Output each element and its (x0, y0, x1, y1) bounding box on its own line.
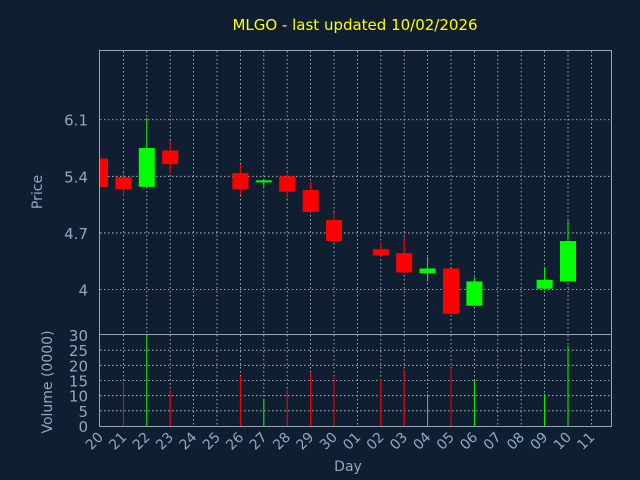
x-tick-label: 10 (551, 430, 575, 454)
candle (162, 140, 179, 173)
price-panel: 4 4.7 5.4 6.1 Price (30, 50, 612, 335)
candle-body (443, 268, 459, 314)
price-y-tick-label: 4 (78, 282, 88, 300)
candle-body (466, 281, 483, 306)
x-tick-label: 02 (364, 430, 388, 454)
volume-axis-label: Volume (0000) (40, 330, 56, 433)
candle (443, 268, 459, 314)
x-tick-label: 07 (481, 430, 505, 454)
candle (232, 164, 249, 195)
candle-body (115, 177, 132, 190)
x-tick-label: 21 (106, 430, 130, 454)
x-tick-label: 24 (177, 429, 201, 453)
candle-body (536, 279, 553, 289)
volume-y-tick-label: 20 (69, 357, 88, 375)
candle-body (255, 180, 272, 183)
candle-body (232, 173, 249, 190)
volume-y-tick-label: 0 (78, 418, 88, 436)
candle (255, 178, 272, 187)
candle (100, 158, 108, 187)
candle (372, 242, 389, 256)
candle-body (372, 249, 389, 256)
price-y-tick-label: 5.4 (64, 168, 88, 186)
price-y-ticks: 4 4.7 5.4 6.1 (64, 112, 88, 300)
x-tick-label: 22 (130, 430, 154, 454)
x-tick-label: 23 (153, 430, 177, 454)
candle (115, 172, 132, 197)
x-tick-label: 04 (411, 429, 435, 453)
x-tick-label: 28 (270, 430, 294, 454)
candle-body (326, 219, 342, 242)
price-grid (100, 51, 611, 334)
candle-body (560, 241, 576, 282)
candle-body (100, 158, 108, 187)
x-tick-label: 03 (387, 430, 411, 454)
x-tick-label: 26 (223, 429, 247, 453)
candle (560, 220, 576, 282)
volume-y-tick-label: 10 (69, 388, 88, 406)
candle (138, 118, 155, 187)
volume-y-tick-label: 25 (69, 342, 88, 360)
price-y-tick-label: 6.1 (64, 112, 88, 130)
day-x-ticks: 20 21 22 23 24 25 26 27 28 29 30 01 02 03 04 05 06 07 08 09… (83, 429, 598, 453)
candle-body (302, 190, 319, 212)
x-tick-label: 30 (317, 430, 341, 454)
volume-y-tick-label: 5 (78, 403, 88, 421)
candle (302, 181, 319, 213)
volume-panel-frame (99, 334, 612, 427)
candle-body (138, 148, 155, 187)
x-tick-label: 08 (504, 430, 528, 454)
price-y-tick-label: 4.7 (64, 225, 88, 243)
candle (536, 266, 553, 289)
candlesticks (100, 118, 576, 314)
x-tick-label: 09 (528, 430, 552, 454)
x-tick-label: 11 (574, 430, 598, 454)
candle-body (396, 253, 413, 273)
candle-body (279, 176, 296, 192)
x-tick-label: 06 (457, 429, 481, 453)
volume-grid (100, 335, 611, 426)
candle (396, 236, 413, 274)
price-panel-frame (99, 50, 612, 335)
candle (279, 173, 296, 199)
day-axis-label: Day (334, 459, 362, 475)
volume-y-tick-label: 15 (69, 373, 88, 391)
chart-title: MLGO - last updated 10/02/2026 (232, 16, 477, 34)
x-tick-label: 27 (247, 430, 271, 454)
x-tick-label: 25 (200, 430, 224, 454)
candle (326, 212, 342, 242)
candle-body (162, 150, 179, 165)
candle-body (419, 268, 436, 274)
volume-y-tick-label: 30 (69, 327, 88, 345)
candle (466, 277, 483, 306)
x-tick-label: 01 (340, 430, 364, 454)
price-axis-label: Price (30, 175, 46, 209)
x-tick-label: 29 (294, 430, 318, 454)
x-tick-label: 05 (434, 430, 458, 454)
volume-bars (122, 335, 569, 426)
candle (419, 257, 436, 282)
